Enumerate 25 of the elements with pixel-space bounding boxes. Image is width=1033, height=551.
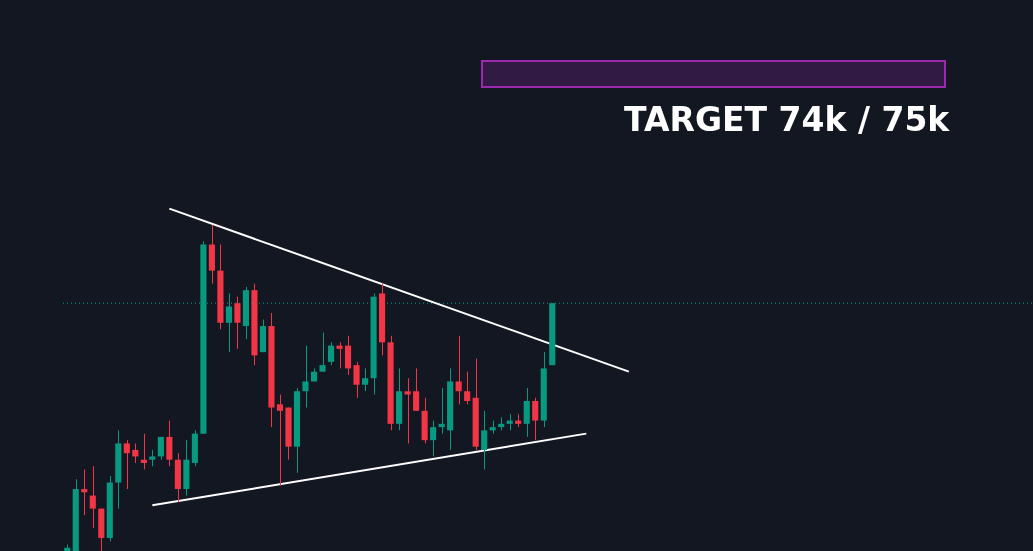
- candlestick: [532, 397, 539, 441]
- candlestick: [464, 371, 471, 405]
- candlestick: [327, 341, 335, 366]
- candlestick: [81, 468, 88, 516]
- candlestick: [89, 465, 96, 529]
- candlestick: [523, 387, 530, 438]
- candlestick: [353, 361, 360, 399]
- candlestick: [430, 420, 437, 457]
- candlestick: [362, 367, 369, 392]
- candlestick: [234, 296, 241, 350]
- candlestick: [319, 332, 326, 373]
- candlestick: [404, 377, 411, 444]
- candlestick: [132, 442, 139, 464]
- candlestick: [123, 439, 130, 490]
- candlestick: [455, 335, 462, 405]
- candlestick: [166, 420, 173, 467]
- text: TARGET 74k / 75k: [624, 100, 950, 139]
- candlestick: [302, 345, 309, 409]
- candlestick: [413, 367, 420, 412]
- candlestick: [344, 335, 352, 376]
- candlestick: [276, 394, 284, 487]
- candlestick: [336, 341, 343, 369]
- candlestick: [140, 433, 147, 470]
- candlestick: [438, 387, 445, 435]
- candlestick: [481, 410, 488, 470]
